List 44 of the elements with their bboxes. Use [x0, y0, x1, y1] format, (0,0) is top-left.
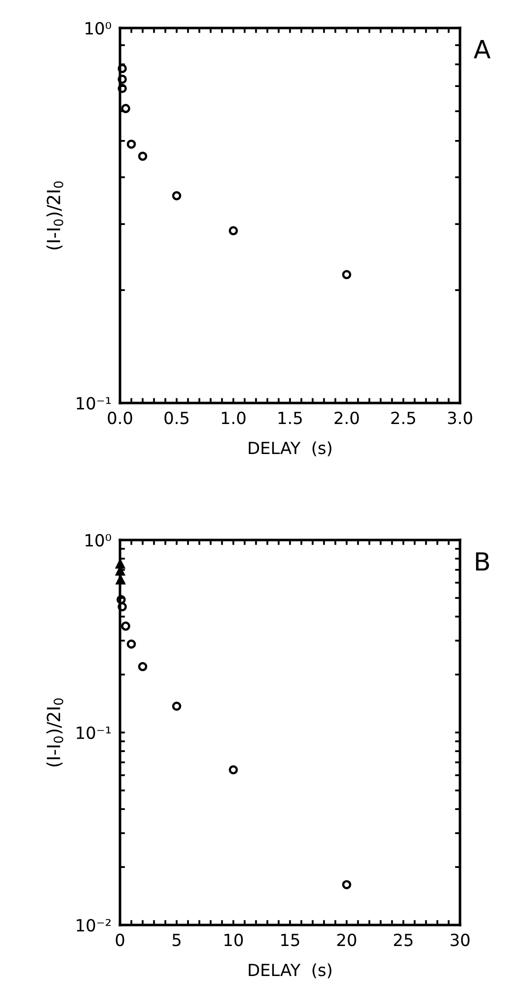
x-tick-label: 5 [172, 934, 181, 946]
x-tick-label: 30 [450, 934, 470, 946]
y-axis-title: (I-I$_{0}$)/2I$_{0}$ [46, 698, 64, 766]
point [342, 880, 352, 890]
point [228, 226, 238, 236]
text: B [476, 552, 489, 571]
point [172, 191, 182, 200]
point [116, 575, 126, 585]
point [116, 559, 125, 569]
x-tick-label: 20 [337, 934, 356, 946]
y-tick-label: 10⁰ [86, 22, 112, 35]
x-tick-label: 1.5 [278, 412, 302, 424]
point [126, 140, 136, 149]
x-tick-label: 2.5 [391, 412, 416, 424]
point [116, 595, 126, 604]
x-tick-label: 0 [116, 934, 124, 946]
point [118, 64, 127, 74]
point [342, 270, 352, 280]
point [118, 84, 127, 94]
point [172, 702, 182, 711]
point [121, 622, 130, 631]
x-tick-label: 25 [394, 934, 412, 946]
x-tick-label: 1.0 [222, 412, 246, 424]
point [126, 639, 136, 649]
x-tick-label: 10 [224, 934, 243, 946]
x-tick-label: 2.0 [334, 412, 359, 424]
point [121, 104, 130, 114]
x-tick-label: 3.0 [448, 412, 472, 424]
y-tick-label: 10⁻¹ [76, 726, 111, 740]
point [138, 152, 148, 161]
x-tick-label: 0.0 [108, 412, 132, 424]
x-tick-label: 0.5 [164, 412, 188, 424]
y-tick-label: 10⁻¹ [76, 396, 111, 410]
text: A [474, 40, 490, 58]
point [118, 74, 127, 84]
x-axis-title: DELAY (s) [248, 441, 332, 456]
y-tick-label: 10⁻² [76, 918, 111, 932]
x-axis-title: DELAY (s) [248, 963, 332, 978]
y-tick-label: 10⁰ [86, 534, 112, 547]
point [138, 662, 148, 672]
point [228, 765, 238, 774]
y-axis-title: (I-I$_{0}$)/2I$_{0}$ [46, 181, 64, 250]
x-tick-label: 15 [281, 934, 300, 946]
point [118, 602, 127, 612]
